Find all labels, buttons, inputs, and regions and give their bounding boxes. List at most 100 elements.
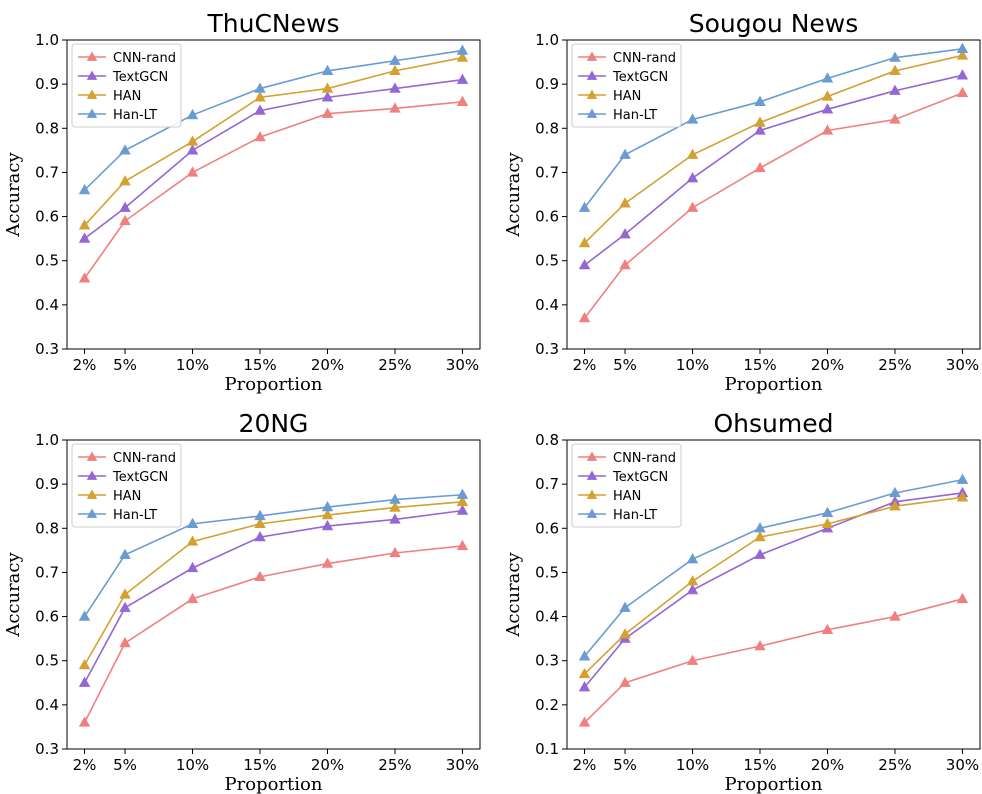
data-point-marker bbox=[78, 232, 91, 243]
y-tick-label: 0.5 bbox=[535, 252, 559, 270]
y-tick-label: 0.7 bbox=[535, 475, 559, 493]
legend-item: CNN-rand bbox=[78, 451, 176, 466]
data-point-marker bbox=[321, 508, 334, 520]
chart-panel-3: 20NG 0.3 0.4 0.5 0.6 0.7 0.8 0.9 1.0 2% 5% 10% 15% 20… bbox=[3, 409, 481, 794]
x-tick-label: 30% bbox=[446, 356, 479, 374]
series-han-lt bbox=[578, 42, 969, 212]
y-tick-label: 1.0 bbox=[35, 31, 59, 49]
legend: CNN-rand TextGCN HAN Han-LT bbox=[71, 443, 182, 528]
y-tick-label: 0.3 bbox=[535, 652, 559, 670]
data-point-marker bbox=[186, 517, 199, 529]
data-point-marker bbox=[619, 676, 631, 687]
x-axis-label: Proportion bbox=[725, 774, 823, 794]
data-point-marker bbox=[821, 103, 834, 114]
data-point-marker bbox=[321, 500, 334, 512]
data-point-marker bbox=[889, 486, 901, 498]
data-point-marker bbox=[956, 473, 969, 484]
series-line bbox=[83, 101, 463, 279]
legend-swatch-marker bbox=[86, 508, 98, 518]
data-point-marker bbox=[321, 82, 334, 93]
y-tick-label: 0.5 bbox=[35, 652, 59, 670]
y-tick-label: 0.6 bbox=[535, 519, 559, 537]
series-line bbox=[583, 598, 963, 724]
data-point-marker bbox=[578, 236, 591, 248]
data-point-marker bbox=[686, 575, 699, 586]
legend-swatch-marker bbox=[586, 89, 598, 99]
series-cnn-rand bbox=[78, 539, 469, 727]
data-point-marker bbox=[456, 73, 469, 84]
data-point-marker bbox=[389, 54, 401, 65]
data-point-marker bbox=[619, 259, 631, 270]
x-tick-label: 20% bbox=[811, 356, 844, 374]
data-point-marker bbox=[619, 228, 631, 239]
data-point-marker bbox=[889, 51, 901, 62]
data-point-marker bbox=[578, 201, 591, 212]
data-point-marker bbox=[321, 64, 334, 76]
data-point-marker bbox=[389, 102, 401, 113]
data-point-marker bbox=[456, 95, 469, 106]
x-tick-label: 30% bbox=[946, 356, 979, 374]
data-point-marker bbox=[78, 676, 91, 687]
data-point-marker bbox=[889, 64, 901, 76]
data-point-marker bbox=[78, 272, 91, 283]
legend-item: Han-LT bbox=[78, 508, 157, 523]
x-tick-label: 15% bbox=[743, 356, 776, 374]
y-axis-label: Accuracy bbox=[3, 552, 24, 638]
data-point-marker bbox=[754, 116, 766, 127]
data-point-marker bbox=[254, 82, 266, 93]
x-axis-label: Proportion bbox=[725, 374, 823, 395]
plot-frame bbox=[66, 39, 481, 350]
legend: CNN-rand TextGCN HAN Han-LT bbox=[571, 443, 682, 528]
y-tick-label: 0.8 bbox=[535, 119, 559, 137]
legend-label: CNN-rand bbox=[113, 451, 176, 466]
y-tick-label: 0.8 bbox=[35, 519, 59, 537]
data-point-marker bbox=[754, 640, 766, 651]
legend-box bbox=[71, 43, 182, 128]
legend-box bbox=[71, 443, 182, 528]
x-tick-label: 25% bbox=[378, 756, 411, 774]
legend-box bbox=[571, 43, 682, 128]
data-point-marker bbox=[578, 667, 591, 679]
y-tick-label: 0.4 bbox=[35, 296, 59, 314]
series-han-lt bbox=[578, 473, 969, 661]
data-point-marker bbox=[119, 588, 131, 599]
data-point-marker bbox=[78, 659, 91, 670]
data-point-marker bbox=[186, 592, 199, 604]
y-tick-label: 0.3 bbox=[35, 340, 59, 358]
y-tick-label: 0.9 bbox=[35, 75, 59, 93]
data-point-marker bbox=[456, 44, 469, 55]
chart-panel-4: Ohsumed 0.1 0.2 0.3 0.4 0.5 0.6 0.7 0.8 2% 5% 10% 15… bbox=[503, 409, 981, 794]
legend-label: HAN bbox=[613, 89, 641, 104]
legend-swatch-marker bbox=[86, 470, 98, 480]
data-point-marker bbox=[456, 488, 469, 499]
x-tick-label: 25% bbox=[378, 356, 411, 374]
x-tick-label: 10% bbox=[676, 756, 709, 774]
x-tick-label: 20% bbox=[311, 356, 344, 374]
x-tick-label: 5% bbox=[113, 356, 137, 374]
data-point-marker bbox=[119, 175, 131, 186]
data-point-marker bbox=[821, 623, 834, 634]
data-point-marker bbox=[78, 716, 91, 727]
data-point-marker bbox=[956, 42, 969, 53]
data-point-marker bbox=[456, 495, 469, 506]
x-tick-label: 20% bbox=[811, 756, 844, 774]
data-point-marker bbox=[686, 201, 699, 212]
data-point-marker bbox=[389, 501, 401, 512]
chart-title: Sougou News bbox=[689, 9, 859, 38]
data-point-marker bbox=[889, 610, 901, 621]
data-point-marker bbox=[389, 82, 401, 93]
data-point-marker bbox=[119, 144, 131, 155]
series-textgcn bbox=[578, 69, 969, 270]
data-point-marker bbox=[456, 51, 469, 62]
y-tick-label: 0.6 bbox=[535, 208, 559, 226]
y-tick-label: 0.8 bbox=[535, 431, 559, 449]
y-tick-label: 0.7 bbox=[35, 163, 59, 181]
data-point-marker bbox=[119, 636, 131, 648]
legend-swatch-marker bbox=[586, 508, 598, 518]
data-point-marker bbox=[956, 49, 969, 60]
series-han-lt bbox=[78, 488, 469, 621]
x-axis-label: Proportion bbox=[225, 374, 323, 395]
chart-panel-2: Sougou News 0.3 0.4 0.5 0.6 0.7 0.8 0.9 1.0 2% 5% 1… bbox=[503, 9, 981, 395]
x-tick-label: 5% bbox=[613, 356, 637, 374]
data-point-marker bbox=[78, 610, 91, 621]
